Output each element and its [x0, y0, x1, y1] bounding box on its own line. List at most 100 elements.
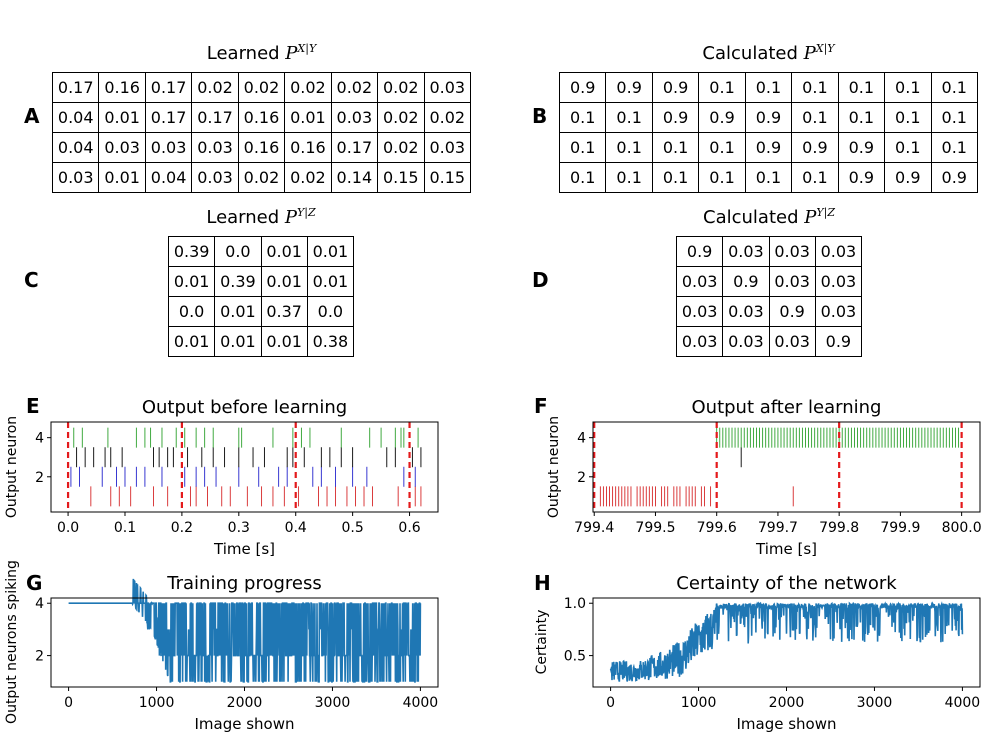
matrix-a-cell: 0.01 [98, 102, 146, 133]
y-tick-label: 2 [35, 649, 44, 665]
matrix-d-row: 0.03 0.03 0.9 0.03 [675, 296, 863, 327]
x-tick-label: 799.7 [758, 520, 798, 536]
matrix-a-cell: 0.02 [237, 72, 286, 103]
x-tick-label: 1000 [139, 695, 175, 711]
matrix-d-row: 0.9 0.03 0.03 0.03 [675, 236, 863, 267]
y-tick-label: 2 [577, 470, 586, 486]
matrix-b-cell: 0.1 [744, 162, 793, 193]
matrix-c-cell: 0.39 [167, 236, 216, 267]
axes-frame [50, 421, 439, 513]
matrix-b-cell: 0.1 [930, 102, 978, 133]
matrix-b-table: 0.9 0.9 0.9 0.1 0.1 0.1 0.1 0.1 0.1 0.1 0.1 0.9 0.9 0… [558, 72, 978, 193]
matrix-b-cell: 0.9 [930, 162, 978, 193]
matrix-b-cell: 0.1 [605, 162, 653, 193]
x-tick-label: 0.5 [341, 520, 363, 536]
x-tick-label: 0.0 [57, 520, 79, 536]
y-axis-label: Output neuron [4, 416, 20, 518]
matrix-d-cell: 0.03 [722, 326, 770, 357]
matrix-c-title-var: P [284, 207, 298, 228]
panel-label-c: C [24, 268, 39, 292]
panel-g: Training progress G Image shown Output neur… [4, 560, 439, 733]
raster-spikes [593, 422, 963, 512]
x-tick-label: 799.5 [635, 520, 675, 536]
matrix-a-cell: 0.17 [144, 102, 193, 133]
panel-label: E [26, 394, 40, 418]
matrix-b-cell: 0.9 [837, 162, 886, 193]
x-axis-label: Time [s] [755, 540, 817, 558]
matrix-b-row: 0.9 0.9 0.9 0.1 0.1 0.1 0.1 0.1 0.1 [558, 72, 978, 103]
matrix-a-cell: 0.04 [51, 132, 100, 163]
panel-label: F [534, 394, 548, 418]
x-axis-label: Time [s] [213, 540, 275, 558]
plot-title: Training progress [166, 573, 321, 594]
matrix-a-cell: 0.03 [423, 132, 471, 163]
matrix-a-cell: 0.03 [191, 132, 239, 163]
matrix-d-cell: 0.03 [814, 236, 863, 267]
matrix-c-cell: 0.38 [306, 326, 355, 357]
matrix-a-cell: 0.15 [423, 162, 471, 193]
panel-label: H [534, 571, 551, 595]
matrix-d-row: 0.03 0.9 0.03 0.03 [675, 266, 863, 297]
matrix-a-cell: 0.02 [377, 132, 425, 163]
y-tick-label: 4 [35, 431, 44, 447]
matrix-c-cell: 0.01 [167, 326, 216, 357]
matrix-a-title-prefix: Learned [206, 43, 286, 64]
matrix-a-cell: 0.16 [237, 132, 286, 163]
panel-label-d: D [532, 268, 549, 292]
matrix-c-cell: 0.37 [260, 296, 308, 327]
matrix-d-table: 0.9 0.03 0.03 0.03 0.03 0.9 0.03 0.03 0.03 0.03 0.… [675, 236, 863, 357]
matrix-b-cell: 0.1 [837, 102, 886, 133]
panel-f: Output after learning F Time [s] Output neu… [534, 394, 982, 558]
matrix-b-row: 0.1 0.1 0.1 0.1 0.1 0.1 0.9 0.9 0.9 [558, 162, 978, 193]
x-tick-label: 1000 [681, 695, 717, 711]
matrix-b-cell: 0.9 [605, 72, 653, 103]
matrix-c-cell: 0.0 [214, 236, 262, 267]
matrix-b-title-prefix: Calculated [702, 43, 804, 64]
matrix-b-cell: 0.9 [744, 132, 793, 163]
matrix-b-cell: 0.1 [698, 162, 746, 193]
raster-spikes [66, 422, 422, 512]
x-axis-label: Image shown [194, 715, 294, 733]
matrix-b-cell: 0.1 [930, 132, 978, 163]
matrix-a-row: 0.04 0.01 0.17 0.17 0.16 0.01 0.03 0.02 0.02 [51, 102, 471, 133]
matrix-b-cell: 0.9 [791, 132, 839, 163]
axes-frame [592, 597, 981, 688]
matrix-a-table: 0.17 0.16 0.17 0.02 0.02 0.02 0.02 0.02 0.03 0.04… [51, 72, 471, 193]
matrix-a-row: 0.04 0.03 0.03 0.03 0.16 0.16 0.17 0.02 0.03 [51, 132, 471, 163]
matrix-d-cell: 0.03 [675, 326, 724, 357]
matrix-c-row: 0.01 0.01 0.01 0.38 [167, 326, 355, 357]
matrix-a-row: 0.17 0.16 0.17 0.02 0.02 0.02 0.02 0.02 0.03 [51, 72, 471, 103]
data-series-line [609, 601, 964, 683]
matrix-a-cell: 0.03 [191, 162, 239, 193]
matrix-b-cell: 0.1 [837, 72, 886, 103]
x-tick-label: 4000 [945, 695, 981, 711]
matrix-d-title: Calculated PY|Z [676, 206, 862, 228]
matrix-a-cell: 0.01 [98, 162, 146, 193]
x-tick-label: 799.8 [819, 520, 859, 536]
matrix-d-title-prefix: Calculated [703, 207, 805, 228]
matrix-b-cell: 0.9 [837, 132, 886, 163]
y-tick-label: 2 [35, 470, 44, 486]
x-tick-label: 0 [64, 695, 73, 711]
matrix-b-title-sup: X|Y [815, 42, 835, 55]
matrix-b-cell: 0.1 [884, 102, 932, 133]
matrix-b-cell: 0.1 [791, 102, 839, 133]
matrix-b-row: 0.1 0.1 0.1 0.1 0.9 0.9 0.9 0.1 0.1 [558, 132, 978, 163]
matrix-b-cell: 0.1 [930, 72, 978, 103]
y-axis-label: Output neuron [546, 416, 562, 518]
y-tick-label: 0.5 [564, 649, 586, 665]
y-axis-label: Output neurons spiking [4, 560, 20, 724]
matrix-a-cell: 0.02 [284, 162, 332, 193]
x-tick-label: 0 [606, 695, 615, 711]
matrix-d-row: 0.03 0.03 0.03 0.9 [675, 326, 863, 357]
x-tick-label: 0.2 [171, 520, 193, 536]
matrix-c-cell: 0.0 [167, 296, 216, 327]
matrix-b-cell: 0.1 [884, 132, 932, 163]
matrix-a-cell: 0.16 [237, 102, 286, 133]
matrix-c-title-prefix: Learned [206, 207, 285, 228]
matrix-d-cell: 0.03 [675, 266, 724, 297]
matrix-d-cell: 0.9 [814, 326, 863, 357]
plot-title: Output after learning [692, 397, 882, 418]
axes-frame [592, 421, 981, 513]
axes-frame [50, 597, 439, 688]
